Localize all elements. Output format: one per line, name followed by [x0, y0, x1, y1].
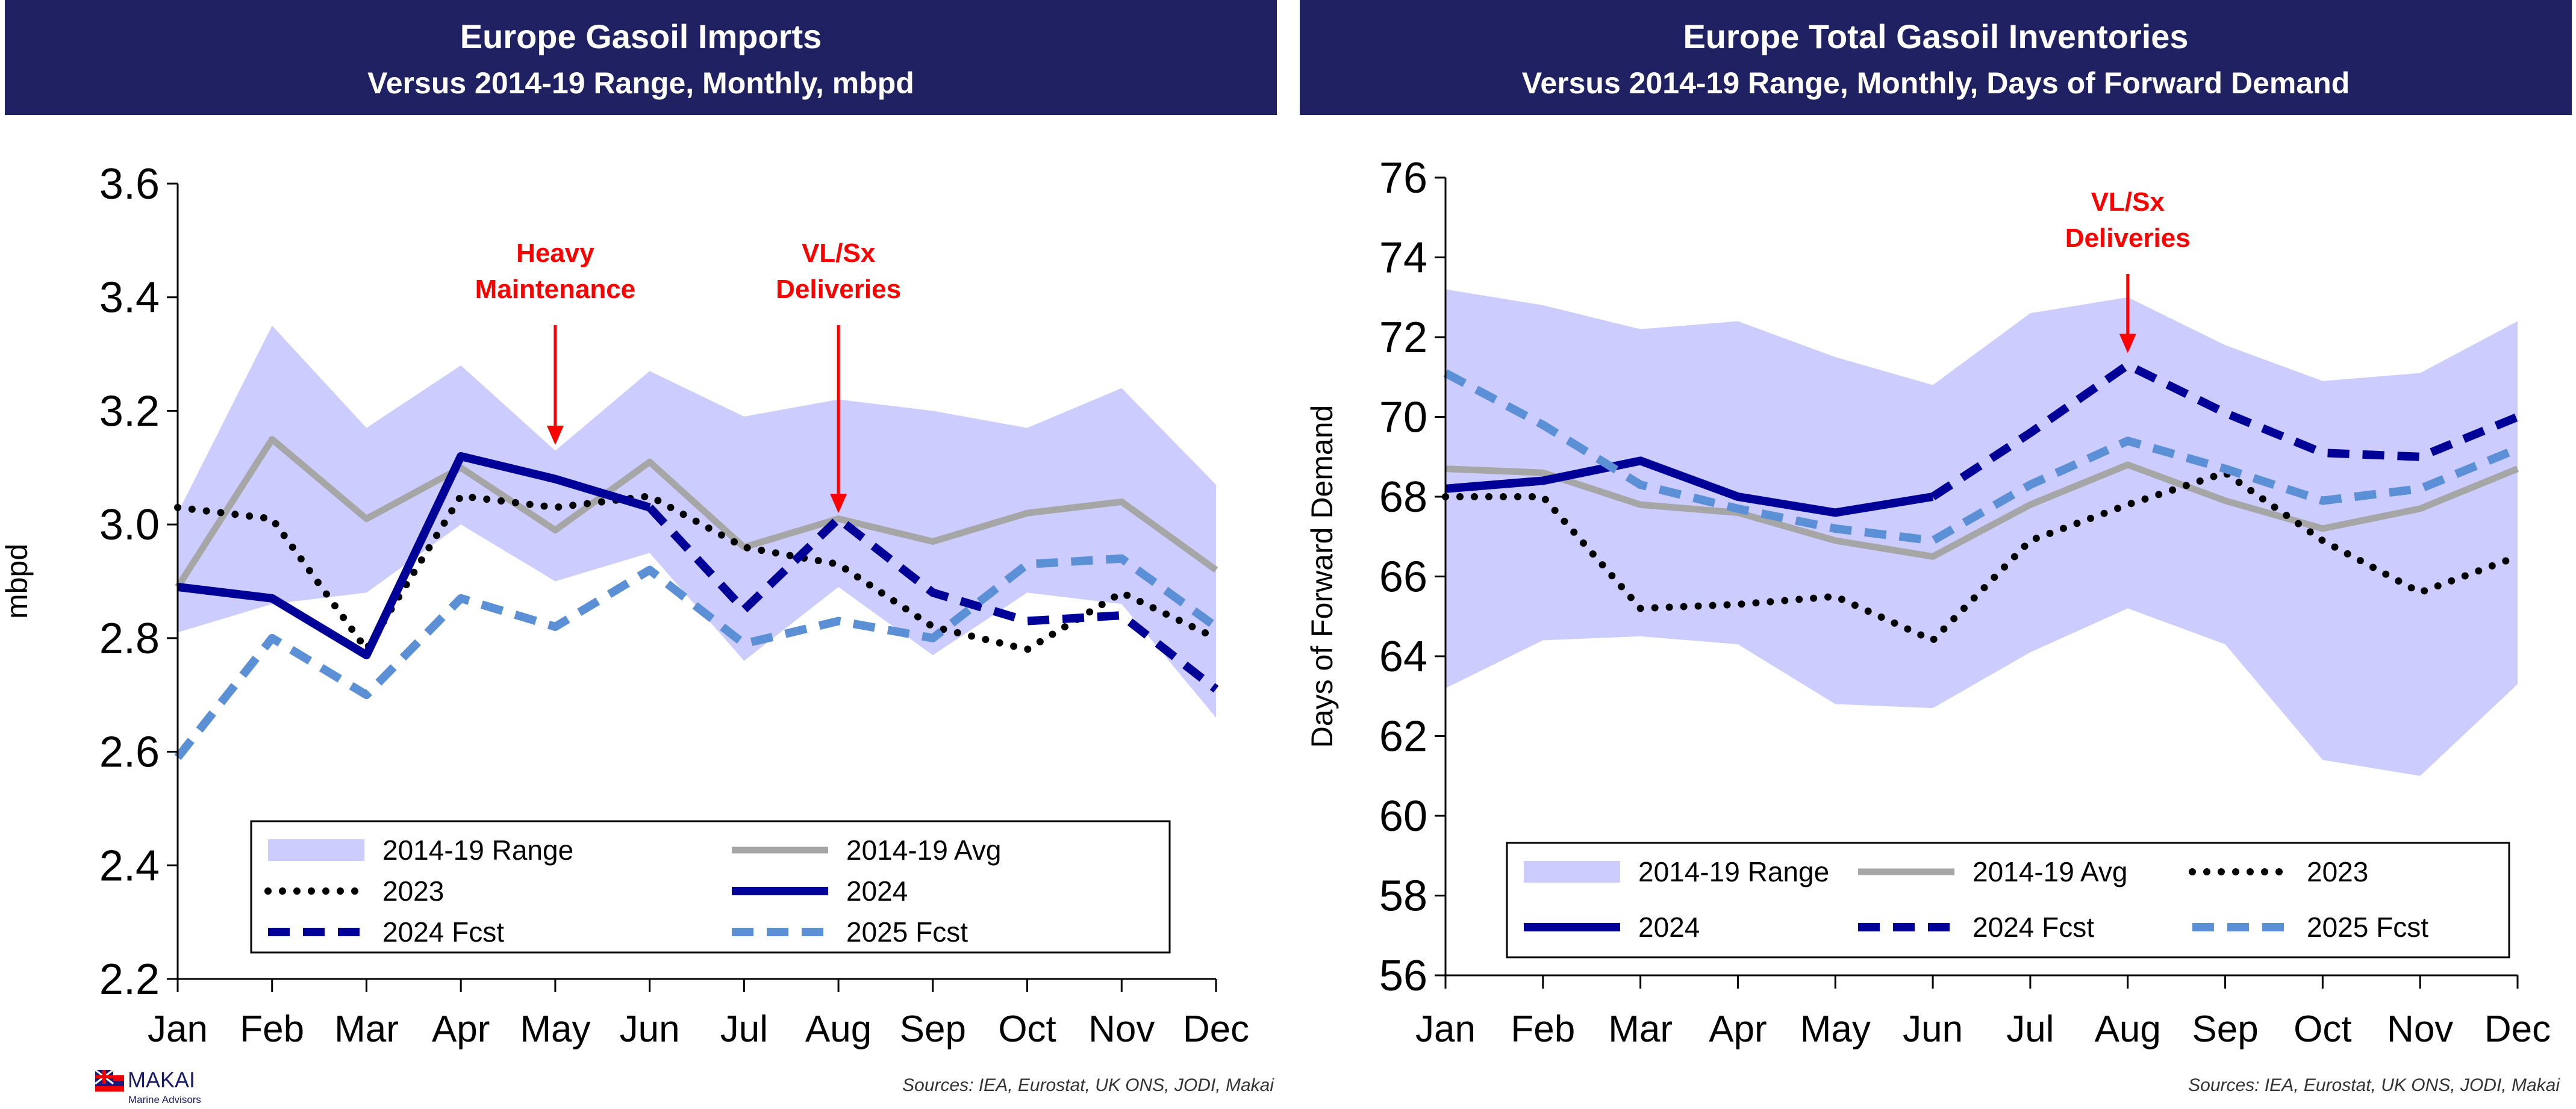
y-tick-label: 74 [1379, 234, 1427, 282]
legend-label: 2024 Fcst [382, 916, 504, 948]
y-tick-label: 3.4 [99, 274, 160, 322]
y-tick-label: 2.6 [99, 728, 160, 777]
x-tick-label: May [1800, 1008, 1871, 1050]
right-chart-header: Europe Total Gasoil Inventories Versus 2… [1300, 0, 2572, 115]
legend-label: 2023 [382, 875, 444, 907]
right-source-note: Sources: IEA, Eurostat, UK ONS, JODI, Ma… [2188, 1075, 2560, 1095]
legend-label: 2025 Fcst [846, 916, 968, 948]
y-tick-label: 3.0 [99, 501, 160, 549]
x-tick-label: Dec [2484, 1008, 2551, 1050]
right-chart-plot: 56 58 60 62 64 66 68 70 72 74 76 Jan Feb Mar Apr May Jun… [1305, 154, 2551, 1050]
y-tick-label: 58 [1379, 872, 1427, 921]
legend-label: 2024 [846, 875, 908, 907]
x-tick-label: Nov [2387, 1008, 2453, 1050]
y-tick-label: 62 [1379, 713, 1427, 761]
x-tick-label: Jul [2006, 1008, 2054, 1050]
y-tick-label: 2.4 [99, 842, 160, 890]
arrow-head-icon [830, 494, 847, 514]
right-chart-title: Europe Total Gasoil Inventories [1683, 17, 2188, 55]
arrow-head-icon [2119, 334, 2136, 353]
y-tick-label: 60 [1379, 792, 1427, 840]
x-tick-label: Apr [432, 1008, 490, 1050]
y-tick-label: 64 [1379, 633, 1427, 681]
x-tick-label: Mar [1608, 1008, 1673, 1050]
right-header-bg [1300, 0, 2572, 115]
left-header-bg [5, 0, 1277, 115]
legend-label: 2014-19 Avg [846, 834, 1002, 866]
y-tick-label: 76 [1379, 154, 1427, 202]
legend-box [250, 820, 1171, 954]
y-tick-label: 56 [1379, 952, 1427, 1000]
y-tick-label: 66 [1379, 553, 1427, 601]
legend-label: 2014-19 Range [1638, 856, 1829, 887]
annotation-label: VL/Sx [2091, 187, 2165, 217]
x-tick-label: Mar [334, 1008, 399, 1050]
logo-subtitle: Marine Advisors [128, 1094, 201, 1105]
legend-label: 2025 Fcst [2307, 912, 2428, 943]
y-tick-label: 72 [1379, 314, 1427, 362]
left-chart-plot: 2.2 2.4 2.6 2.8 3.0 3.2 3.4 3.6 Jan Feb Mar Apr May J… [0, 160, 1249, 1050]
left-chart-title: Europe Gasoil Imports [460, 17, 822, 55]
x-tick-label: Aug [2095, 1008, 2161, 1050]
legend-swatch-range [268, 839, 364, 861]
series-line-2024 [1445, 456, 1934, 517]
logo-name: MAKAI [128, 1067, 195, 1092]
y-tick-label: 2.2 [99, 955, 160, 1004]
annotation-label: Heavy [516, 238, 594, 268]
x-tick-label: Dec [1183, 1008, 1249, 1050]
left-chart-header: Europe Gasoil Imports Versus 2014-19 Ran… [5, 0, 1277, 115]
x-tick-label: Sep [2192, 1008, 2258, 1050]
hawaii-flag-icon [95, 1069, 124, 1097]
series-line-2024 [177, 452, 651, 660]
x-tick-label: Jul [720, 1008, 768, 1050]
x-tick-label: Sep [900, 1008, 966, 1050]
right-chart-subtitle: Versus 2014-19 Range, Monthly, Days of F… [1522, 66, 2350, 100]
x-tick-label: Oct [2294, 1008, 2351, 1050]
series-line-2025-fcst [174, 554, 1219, 760]
x-tick-label: Aug [805, 1008, 872, 1050]
annotation-label: Deliveries [2065, 223, 2191, 253]
y-tick-label: 68 [1379, 473, 1427, 521]
annotation-label: Maintenance [475, 275, 636, 304]
x-tick-label: Nov [1088, 1008, 1155, 1050]
x-tick-label: Jan [148, 1008, 208, 1050]
x-tick-label: Apr [1709, 1008, 1767, 1050]
left-chart-subtitle: Versus 2014-19 Range, Monthly, mbpd [367, 66, 914, 100]
series-line-2025-fcst [1443, 369, 2519, 545]
y-axis-label: Days of Forward Demand [1305, 405, 1339, 748]
annotation-label: Deliveries [776, 275, 901, 304]
x-tick-label: Oct [998, 1008, 1056, 1050]
y-tick-label: 2.8 [99, 615, 160, 663]
makai-logo: MAKAI Marine Advisors [95, 1067, 201, 1105]
legend-label: 2024 [1638, 912, 1700, 943]
y-tick-label: 3.6 [99, 160, 160, 208]
annotation-label: VL/Sx [802, 238, 876, 268]
x-tick-label: Jun [1903, 1008, 1963, 1050]
x-tick-label: Jan [1415, 1008, 1476, 1050]
arrow-head-icon [546, 426, 564, 446]
legend-swatch-range [1524, 861, 1620, 883]
y-axis-label: mbpd [0, 544, 34, 619]
legend-box [1506, 842, 2510, 958]
legend-label: 2014-19 Avg [1973, 856, 2128, 887]
series-line-2024-fcst [1930, 361, 2519, 500]
x-tick-label: Feb [240, 1008, 304, 1050]
series-line-2014-19-avg [175, 436, 1218, 589]
y-tick-label: 3.2 [99, 387, 160, 435]
left-source-note: Sources: IEA, Eurostat, UK ONS, JODI, Ma… [902, 1075, 1274, 1095]
series-line-2014-19-avg [1445, 461, 2519, 560]
x-tick-label: May [520, 1008, 590, 1050]
x-tick-label: Jun [620, 1008, 680, 1050]
series-line-2023 [174, 492, 1220, 653]
legend-label: 2023 [2307, 856, 2368, 887]
legend-label: 2014-19 Range [382, 834, 573, 866]
x-tick-label: Feb [1511, 1008, 1575, 1050]
y-tick-label: 70 [1379, 394, 1427, 442]
legend-label: 2024 Fcst [1973, 912, 2094, 943]
series-line-2024-fcst [646, 505, 1219, 693]
